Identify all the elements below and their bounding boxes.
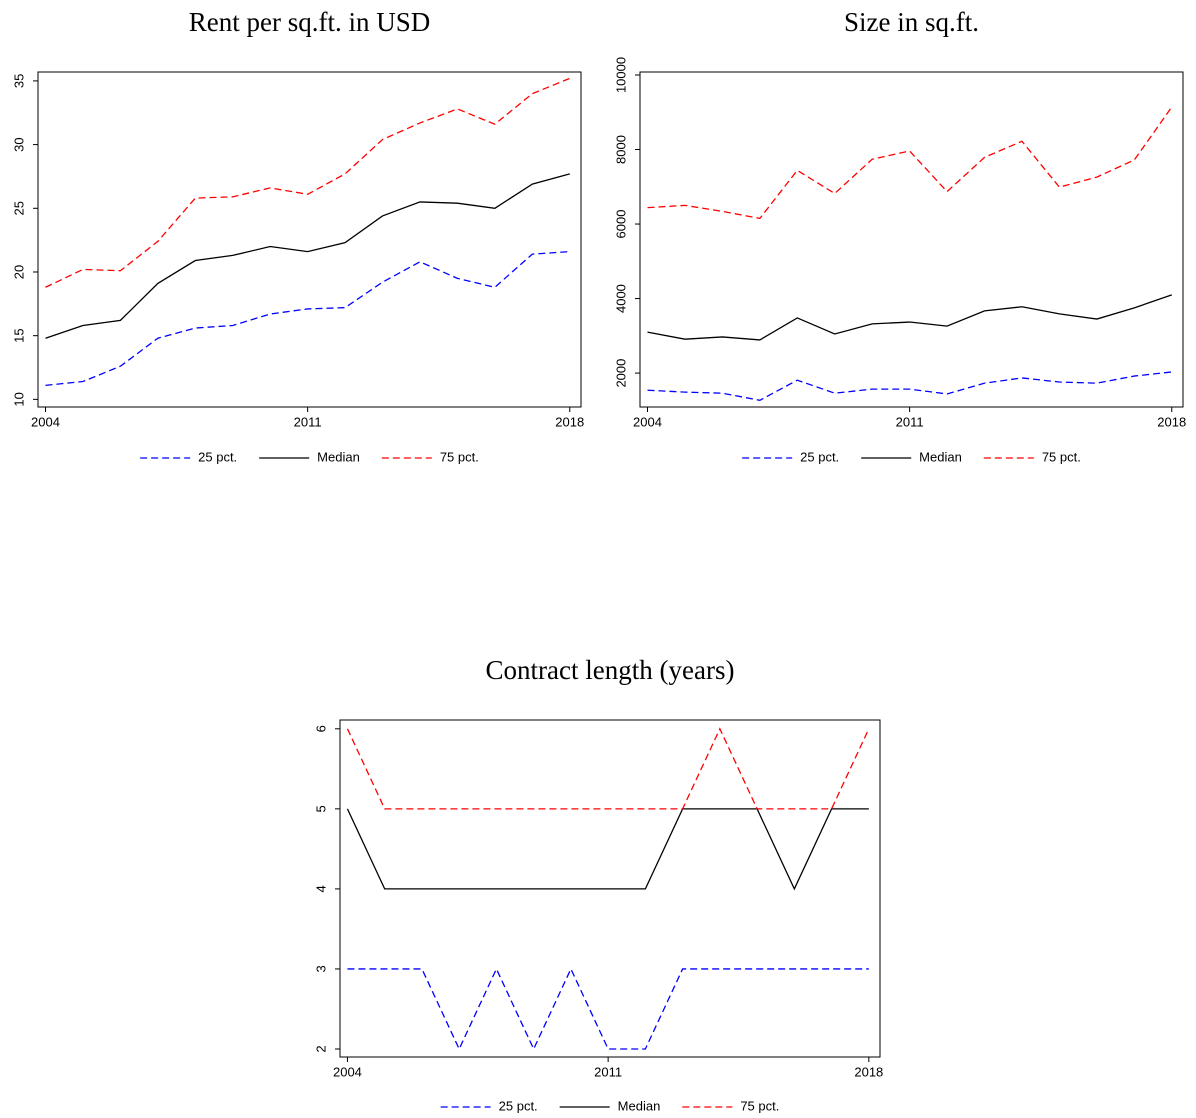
series-line (346, 727, 870, 810)
x-tick-label: 2011 (294, 414, 322, 429)
series-line (45, 77, 571, 288)
x-tick-label: 2011 (594, 1064, 622, 1079)
y-tick-label: 8000 (613, 135, 628, 164)
x-tick-label: 2004 (333, 1064, 362, 1079)
legend-label: 75 pct. (740, 1098, 779, 1113)
plot-frame (639, 71, 1184, 408)
y-tick-label: 5 (313, 805, 328, 812)
chart-title: Contract length (years) (486, 655, 735, 685)
legend-label: 25 pct. (198, 449, 237, 464)
x-tick-label: 2018 (854, 1064, 883, 1079)
x-tick-label: 2004 (633, 414, 662, 429)
y-tick-label: 20 (11, 265, 26, 279)
legend-label: 75 pct. (1042, 449, 1081, 464)
legend-label: 25 pct. (499, 1098, 538, 1113)
x-tick-label: 2011 (896, 414, 924, 429)
y-tick-label: 6 (313, 725, 328, 732)
y-tick-label: 30 (11, 137, 26, 151)
series-line (647, 294, 1172, 341)
series-line (45, 173, 570, 339)
series-line (647, 106, 1173, 220)
series-line (347, 967, 869, 1051)
y-tick-label: 4 (313, 885, 328, 892)
legend-label: 25 pct. (800, 449, 839, 464)
y-tick-label: 2000 (613, 359, 628, 388)
legend-label: Median (317, 449, 360, 464)
series-line (346, 808, 869, 891)
series-line (45, 250, 570, 386)
y-tick-label: 10000 (613, 57, 628, 93)
plot-frame (37, 71, 582, 408)
x-tick-label: 2018 (555, 414, 584, 429)
y-tick-label: 25 (11, 201, 26, 215)
legend-label: 75 pct. (440, 449, 479, 464)
x-tick-label: 2018 (1157, 414, 1186, 429)
series-line (647, 371, 1172, 401)
y-tick-label: 4000 (613, 284, 628, 313)
y-tick-label: 3 (313, 965, 328, 972)
y-tick-label: 2 (313, 1045, 328, 1052)
chart-title: Rent per sq.ft. in USD (189, 7, 430, 37)
x-tick-label: 2004 (31, 414, 60, 429)
y-tick-label: 10 (11, 392, 26, 406)
y-tick-label: 6000 (613, 210, 628, 239)
legend-label: Median (919, 449, 962, 464)
legend-label: Median (618, 1098, 661, 1113)
y-tick-label: 35 (11, 74, 26, 88)
chart-title: Size in sq.ft. (844, 7, 979, 37)
y-tick-label: 15 (11, 328, 26, 342)
